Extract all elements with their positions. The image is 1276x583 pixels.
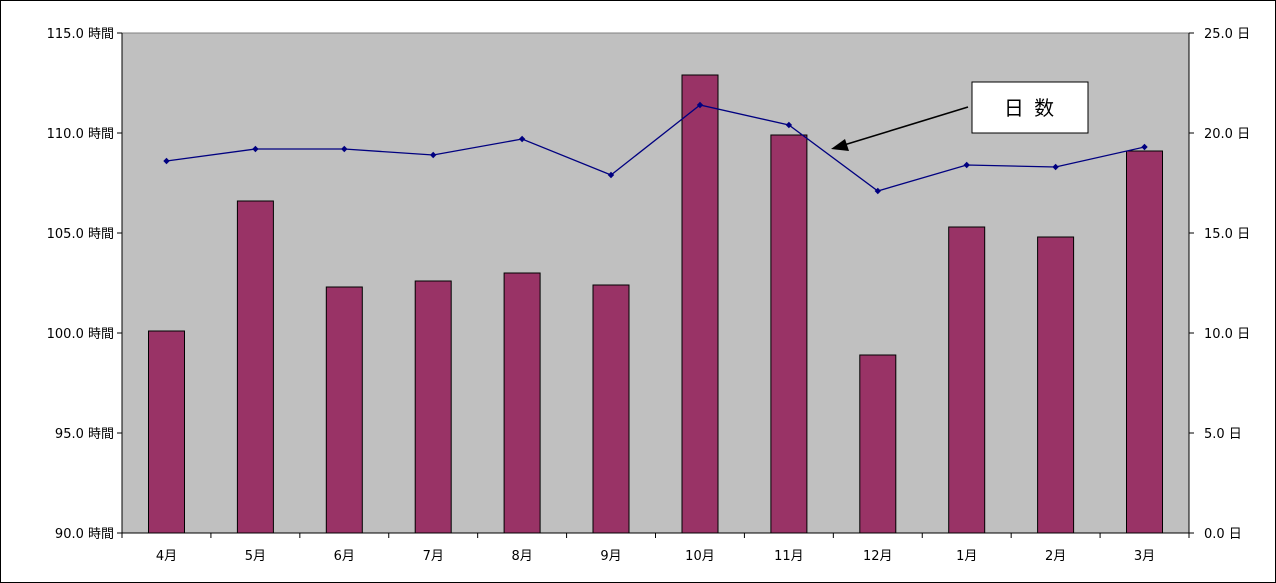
bar [859, 354, 897, 534]
line-point [785, 121, 793, 129]
line-point [163, 157, 170, 165]
x-tick-label: 2月 [1045, 549, 1066, 564]
line-point [696, 101, 704, 109]
x-tick-label: 4月 [156, 549, 177, 564]
left-axis-ticks: 90.0 時間 95.0 時間 100.0 時間 105.0 時間 110.0 時間 11… [47, 27, 122, 542]
right-axis-ticks: 0.0 日 5.0 日 10.0 日 15.0 日 20.0 日 25.0 日 [1189, 27, 1250, 542]
x-tick-label: 12月 [863, 549, 893, 564]
bar [681, 74, 719, 534]
callout-arrow [843, 106, 969, 146]
x-tick-label: 5月 [245, 549, 266, 564]
line-point [1141, 143, 1148, 151]
line-callout: 日 数 [831, 81, 1089, 151]
x-tick-label: 1月 [956, 549, 977, 564]
bar [948, 226, 986, 534]
line-markers [163, 101, 1148, 195]
right-tick-label: 20.0 日 [1204, 127, 1250, 142]
left-tick-label: 95.0 時間 [55, 427, 114, 442]
left-tick-label: 100.0 時間 [47, 327, 114, 342]
line-point [518, 135, 526, 143]
x-tick-label: 6月 [334, 549, 355, 564]
bar [148, 330, 185, 534]
right-tick-label: 0.0 日 [1204, 527, 1242, 542]
line-point [874, 187, 881, 195]
x-tick-label: 10月 [685, 549, 715, 564]
left-tick-label: 105.0 時間 [47, 227, 114, 242]
left-tick-label: 110.0 時間 [47, 127, 114, 142]
bar [1126, 150, 1163, 534]
right-tick-label: 10.0 日 [1204, 327, 1250, 342]
x-axis-ticks: 4月 5月 6月 7月 8月 9月 10月 11月 12月 1月 2月 3月 [121, 533, 1190, 564]
right-tick-label: 25.0 日 [1204, 27, 1250, 42]
x-tick-label: 7月 [423, 549, 444, 564]
line-path [166, 104, 1145, 192]
left-tick-label: 115.0 時間 [47, 27, 114, 42]
callout-box [971, 81, 1089, 134]
line-point [963, 161, 970, 169]
callout-label: 日 数 [1004, 96, 1056, 120]
bar [503, 272, 541, 534]
x-tick-label: 8月 [511, 549, 532, 564]
line-point [1052, 163, 1059, 171]
bar [592, 284, 630, 534]
line-point [341, 145, 348, 153]
bar [325, 286, 363, 534]
bar [770, 134, 808, 534]
bar [1037, 236, 1075, 534]
line-point [607, 171, 615, 179]
line-series [166, 104, 1145, 192]
left-tick-label: 90.0 時間 [55, 527, 114, 542]
callout-arrowhead [831, 139, 849, 151]
bar [236, 200, 274, 534]
bar-series [148, 74, 1163, 534]
line-point [252, 145, 259, 153]
x-tick-label: 9月 [600, 549, 621, 564]
x-tick-label: 3月 [1134, 549, 1155, 564]
x-tick-label: 11月 [774, 549, 804, 564]
right-tick-label: 5.0 日 [1204, 427, 1242, 442]
right-tick-label: 15.0 日 [1204, 227, 1250, 242]
line-point [430, 151, 437, 159]
bar [414, 280, 452, 534]
